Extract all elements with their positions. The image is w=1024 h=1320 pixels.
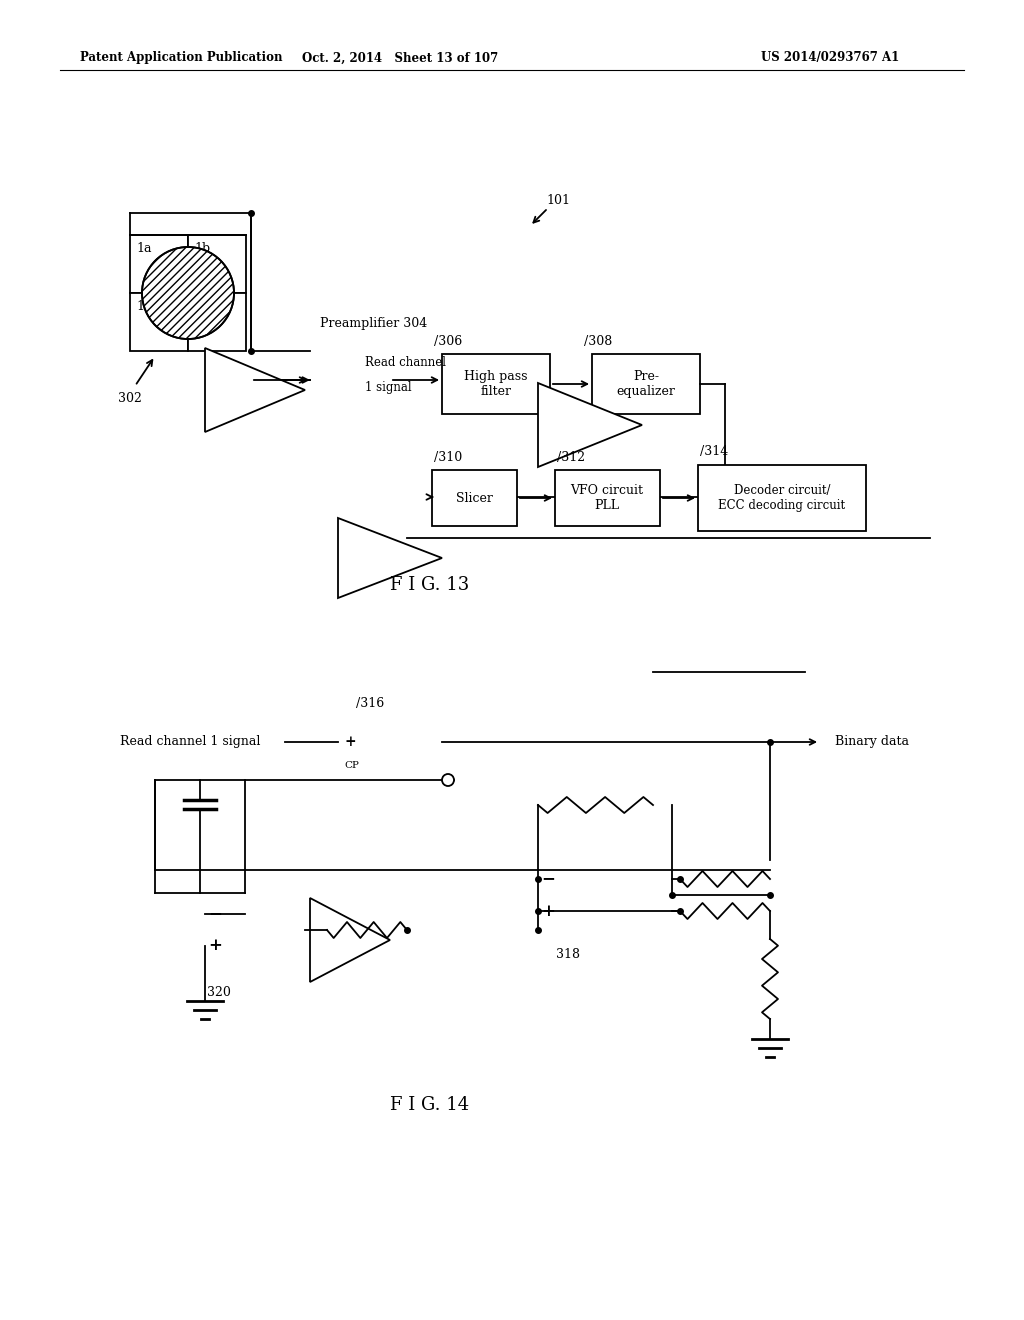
Polygon shape (205, 348, 305, 432)
Text: F I G. 13: F I G. 13 (390, 576, 470, 594)
Text: 318: 318 (556, 949, 580, 961)
Text: US 2014/0293767 A1: US 2014/0293767 A1 (761, 51, 899, 65)
Bar (130, 235, 188, 293)
Text: −: − (541, 870, 555, 887)
Text: 101: 101 (546, 194, 570, 206)
Text: /306: /306 (434, 334, 462, 347)
Polygon shape (338, 517, 442, 598)
Text: /310: /310 (434, 450, 462, 463)
Text: 320: 320 (207, 986, 230, 998)
Bar (555, 470, 660, 525)
Text: 1 signal: 1 signal (365, 381, 412, 395)
Text: Binary data: Binary data (835, 735, 909, 748)
Bar (432, 470, 517, 525)
Text: +: + (344, 735, 355, 748)
Text: /314: /314 (700, 446, 728, 458)
Text: Slicer: Slicer (456, 491, 493, 504)
Text: −: − (208, 906, 222, 923)
Text: +: + (541, 903, 555, 920)
Bar (442, 354, 550, 414)
Bar (698, 465, 866, 531)
Text: Read channel: Read channel (365, 355, 446, 368)
Bar (130, 293, 188, 351)
Circle shape (142, 247, 234, 339)
Text: /308: /308 (584, 334, 612, 347)
Text: 1c: 1c (195, 301, 210, 314)
Bar (188, 293, 246, 351)
Text: 1d: 1d (136, 301, 152, 314)
Text: /312: /312 (557, 450, 585, 463)
Circle shape (442, 774, 454, 785)
Bar (188, 235, 246, 293)
Text: High pass
filter: High pass filter (464, 370, 527, 399)
Text: Decoder circuit/
ECC decoding circuit: Decoder circuit/ ECC decoding circuit (719, 484, 846, 512)
Text: +: + (208, 937, 222, 954)
Text: Preamplifier 304: Preamplifier 304 (319, 318, 427, 330)
Text: 1a: 1a (136, 243, 152, 256)
Text: Read channel 1 signal: Read channel 1 signal (120, 735, 260, 748)
Text: CP: CP (344, 762, 359, 771)
Text: 302: 302 (118, 392, 142, 405)
Text: Oct. 2, 2014   Sheet 13 of 107: Oct. 2, 2014 Sheet 13 of 107 (302, 51, 498, 65)
Bar (592, 354, 700, 414)
Text: VFO circuit
PLL: VFO circuit PLL (570, 484, 643, 512)
Polygon shape (310, 898, 390, 982)
Text: Pre-
equalizer: Pre- equalizer (616, 370, 676, 399)
Text: 1b: 1b (194, 243, 210, 256)
Text: Patent Application Publication: Patent Application Publication (80, 51, 283, 65)
Polygon shape (538, 383, 642, 467)
Text: /316: /316 (356, 697, 384, 710)
Text: F I G. 14: F I G. 14 (390, 1096, 470, 1114)
